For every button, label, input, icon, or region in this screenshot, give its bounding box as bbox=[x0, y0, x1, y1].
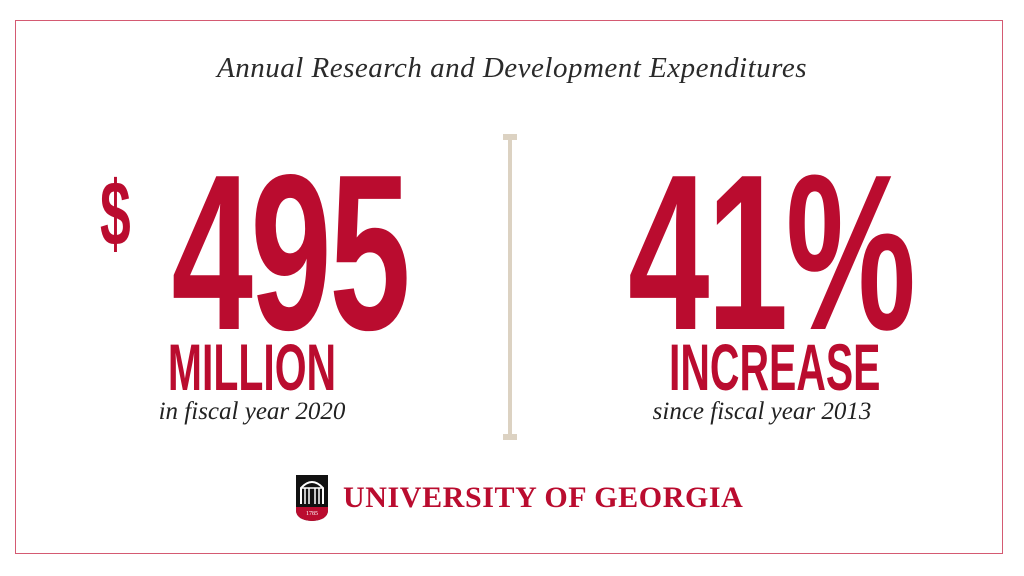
divider-cap-top bbox=[503, 134, 517, 140]
arch-shield-icon: 1785 bbox=[296, 475, 328, 521]
divider bbox=[508, 138, 512, 438]
frame-border bbox=[15, 20, 1003, 554]
university-name: UNIVERSITY OF GEORGIA bbox=[343, 481, 744, 514]
increase-caption: since fiscal year 2013 bbox=[652, 398, 872, 425]
expenditure-unit: MILLION bbox=[167, 330, 337, 404]
uga-logo: 1785 UNIVERSITY OF GEORGIA bbox=[295, 474, 743, 522]
expenditure-caption: in fiscal year 2020 bbox=[158, 398, 346, 425]
increase-value: 41% bbox=[628, 129, 916, 377]
expenditure-value: 495 bbox=[171, 129, 410, 377]
page-title: Annual Research and Development Expendit… bbox=[216, 52, 808, 84]
divider-cap-bottom bbox=[503, 434, 517, 440]
svg-text:1785: 1785 bbox=[306, 511, 318, 517]
increase-unit: INCREASE bbox=[669, 330, 881, 404]
currency-symbol: $ bbox=[100, 163, 131, 265]
